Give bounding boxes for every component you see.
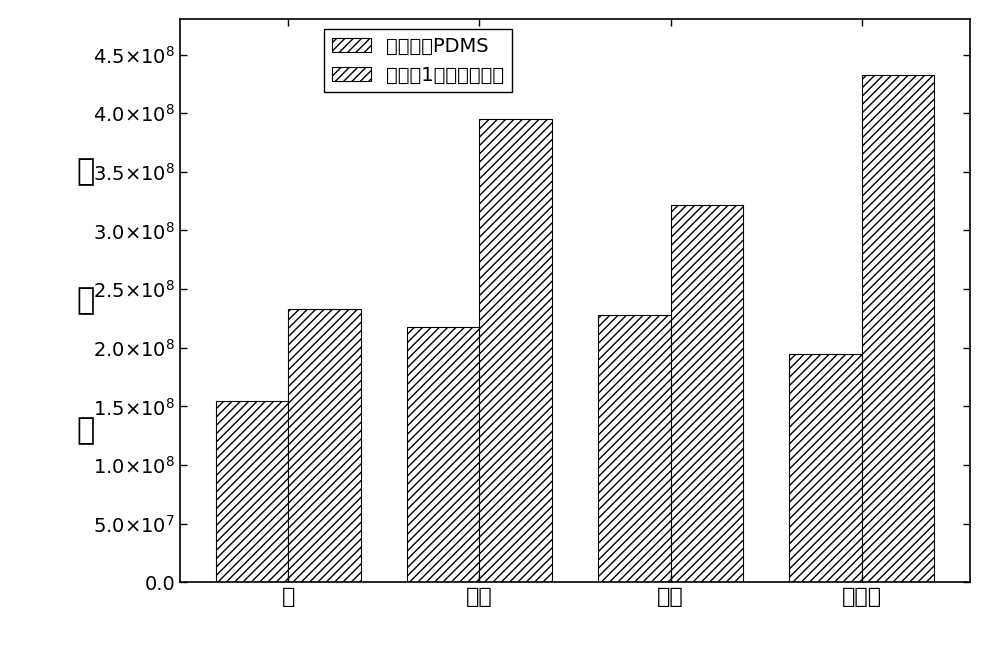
Text: 面: 面	[76, 287, 94, 315]
Bar	[479, 119, 552, 582]
Bar	[789, 354, 862, 582]
Bar	[862, 74, 934, 582]
Bar	[598, 315, 671, 582]
Text: 峰: 峰	[76, 157, 94, 186]
Text: 积: 积	[76, 416, 94, 445]
Legend: 商用探针PDMS, 实施例1中所制莒取头: 商用探针PDMS, 实施例1中所制莒取头	[324, 29, 512, 93]
Bar	[216, 400, 288, 582]
Bar	[671, 204, 743, 582]
Bar	[407, 327, 479, 582]
Bar	[288, 309, 361, 582]
